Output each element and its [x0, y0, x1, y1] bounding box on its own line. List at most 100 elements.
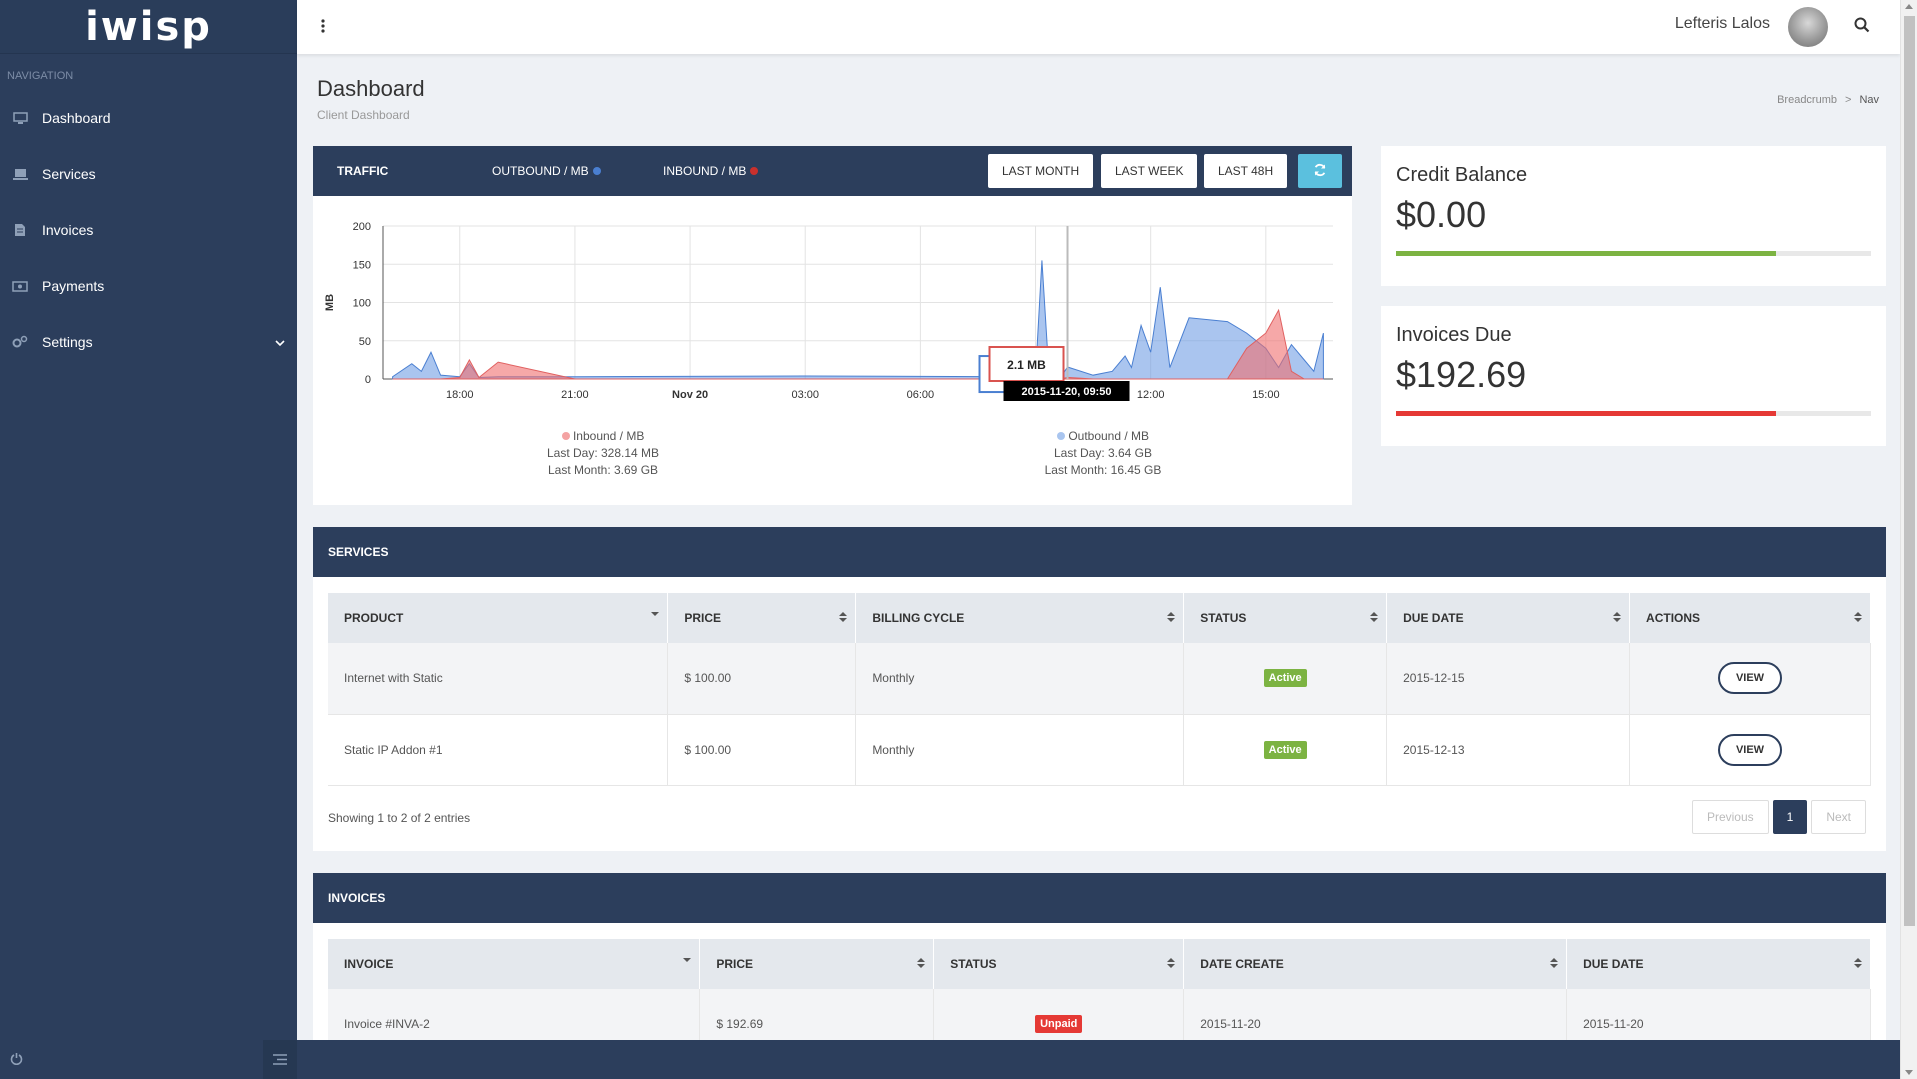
column-header-invoice[interactable]: INVOICE: [328, 939, 701, 989]
x-tick-label: Nov 20: [672, 389, 708, 401]
column-header-billing-cycle[interactable]: BILLING CYCLE: [855, 593, 1185, 643]
sidebar-item-label: Settings: [42, 334, 93, 350]
sort-desc-icon: [651, 612, 660, 616]
cell-actions: VIEW: [1629, 643, 1871, 715]
tooltip-time-label: 2015-11-20, 09:50: [1022, 386, 1112, 398]
scroll-thumb[interactable]: [1904, 16, 1915, 926]
table-row: Static IP Addon #1 $ 100.00 Monthly Acti…: [328, 714, 1871, 786]
column-header-due-date[interactable]: DUE DATE: [1566, 939, 1871, 989]
cell-invoice: Invoice #INVA-2: [328, 989, 701, 1040]
inbound-dot: [750, 167, 759, 175]
status-badge: Active: [1263, 740, 1307, 759]
refresh-button[interactable]: [1298, 154, 1342, 188]
sort-icon: [917, 958, 926, 968]
column-header-product[interactable]: PRODUCT: [328, 593, 669, 643]
page-1-button[interactable]: 1: [1772, 800, 1808, 834]
outbound-series-area: [392, 260, 1324, 380]
credit-balance-fill: [1396, 251, 1776, 256]
scroll-up-icon[interactable]: [1905, 4, 1913, 9]
inbound-last-month: Last Month: 3.69 GB: [547, 463, 659, 477]
legend-outbound[interactable]: Outbound / MB: [492, 164, 601, 178]
column-header-label: STATUS: [950, 957, 997, 971]
sort-icon: [839, 612, 848, 622]
inbound-summary-dot: [561, 432, 570, 440]
legend-inbound-label: Inbound / MB: [663, 164, 747, 178]
column-header-status[interactable]: STATUS: [1183, 593, 1388, 643]
cell-billing-cycle: Monthly: [855, 643, 1185, 715]
outbound-summary-label: Outbound / MB: [1068, 429, 1150, 443]
last-week-button[interactable]: LAST WEEK: [1101, 154, 1198, 188]
services-table: PRODUCT PRICE BILLING CYCLE STATUS DUE D…: [328, 593, 1871, 786]
y-tick-label: 200: [353, 221, 371, 233]
breadcrumb-separator: >: [1845, 94, 1852, 106]
inbound-summary-label: Inbound / MB: [572, 429, 645, 443]
sort-icon: [1167, 958, 1176, 968]
refresh-icon: [1313, 163, 1327, 180]
invoices-due-value: $192.69: [1396, 354, 1527, 395]
outbound-summary-name: Outbound / MB: [1013, 428, 1193, 445]
tooltip-inbound-box: [988, 346, 1065, 382]
last-48h-button[interactable]: LAST 48H: [1204, 154, 1288, 188]
avatar[interactable]: [1788, 7, 1828, 47]
view-button[interactable]: VIEW: [1718, 733, 1783, 766]
column-header-label: DUE DATE: [1403, 611, 1464, 625]
invoices-due-label: Invoices Due: [1396, 324, 1512, 346]
y-tick-label: 50: [359, 336, 371, 348]
cell-price: $ 192.69: [699, 989, 935, 1040]
previous-page-button[interactable]: Previous: [1691, 800, 1769, 834]
column-header-status[interactable]: STATUS: [933, 939, 1185, 989]
status-badge: Unpaid: [1035, 1015, 1083, 1034]
more-options-icon[interactable]: [321, 18, 325, 37]
money-icon: [12, 279, 28, 293]
view-button[interactable]: VIEW: [1718, 662, 1783, 695]
monitor-icon: [12, 111, 28, 125]
search-icon[interactable]: [1854, 17, 1870, 36]
logo[interactable]: iwisp: [85, 3, 212, 50]
sidebar-item-payments[interactable]: Payments: [0, 258, 297, 314]
column-header-actions[interactable]: ACTIONS: [1629, 593, 1871, 643]
y-tick-label: 0: [365, 374, 371, 386]
cell-status: Active: [1183, 643, 1388, 715]
page-subtitle: Client Dashboard: [317, 108, 410, 122]
sidebar-item-dashboard[interactable]: Dashboard: [0, 90, 297, 146]
credit-balance-card: Credit Balance $0.00: [1381, 146, 1886, 286]
column-header-price[interactable]: PRICE: [699, 939, 935, 989]
column-header-label: STATUS: [1200, 611, 1247, 625]
cell-actions: VIEW: [1629, 714, 1871, 786]
x-tick-label: 06:00: [907, 389, 935, 401]
sidebar-item-invoices[interactable]: Invoices: [0, 202, 297, 258]
invoices-table: INVOICE PRICE STATUS DATE CREATE DUE DAT…: [328, 939, 1871, 1040]
table-row[interactable]: Invoice #INVA-2 $ 192.69 Unpaid 2015-11-…: [328, 989, 1871, 1040]
power-icon[interactable]: [10, 1052, 23, 1068]
traffic-title: TRAFFIC: [337, 164, 389, 178]
outbound-last-month: Last Month: 16.45 GB: [1044, 463, 1162, 477]
sort-icon: [1167, 612, 1176, 622]
sort-icon: [1854, 958, 1862, 968]
sidebar-toggle-icon[interactable]: [263, 1040, 297, 1079]
outbound-summary-dot: [1056, 432, 1065, 440]
page-scrollbar[interactable]: [1900, 0, 1917, 1079]
status-badge: Active: [1263, 669, 1307, 688]
invoices-due-card: Invoices Due $192.69: [1381, 306, 1886, 446]
next-page-button[interactable]: Next: [1811, 800, 1866, 834]
outbound-summary: Outbound / MB Last Day: 3.64 GB Last Mon…: [1013, 428, 1193, 479]
tooltip-time-box: [1003, 381, 1130, 401]
breadcrumb-link[interactable]: Breadcrumb: [1777, 94, 1837, 106]
services-header-row: PRODUCT PRICE BILLING CYCLE STATUS DUE D…: [328, 593, 1871, 643]
cell-due-date: 2015-12-15: [1386, 643, 1631, 715]
column-header-price[interactable]: PRICE: [667, 593, 857, 643]
sidebar-item-settings[interactable]: Settings: [0, 314, 297, 370]
sidebar-item-label: Payments: [42, 278, 105, 294]
column-header-due-date[interactable]: DUE DATE: [1386, 593, 1631, 643]
last-month-button[interactable]: LAST MONTH: [988, 154, 1094, 188]
y-tick-label: 100: [353, 298, 371, 310]
scroll-down-icon[interactable]: [1905, 1070, 1913, 1075]
entries-info: Showing 1 to 2 of 2 entries: [328, 811, 471, 825]
column-header-date-create[interactable]: DATE CREATE: [1183, 939, 1568, 989]
traffic-panel: TRAFFIC Outbound / MB Inbound / MB LAST …: [313, 146, 1352, 505]
sidebar-item-services[interactable]: Services: [0, 146, 297, 202]
legend-inbound[interactable]: Inbound / MB: [663, 164, 759, 178]
table-row: Internet with Static $ 100.00 Monthly Ac…: [328, 643, 1871, 715]
user-name[interactable]: Lefteris Lalos: [1674, 15, 1770, 32]
